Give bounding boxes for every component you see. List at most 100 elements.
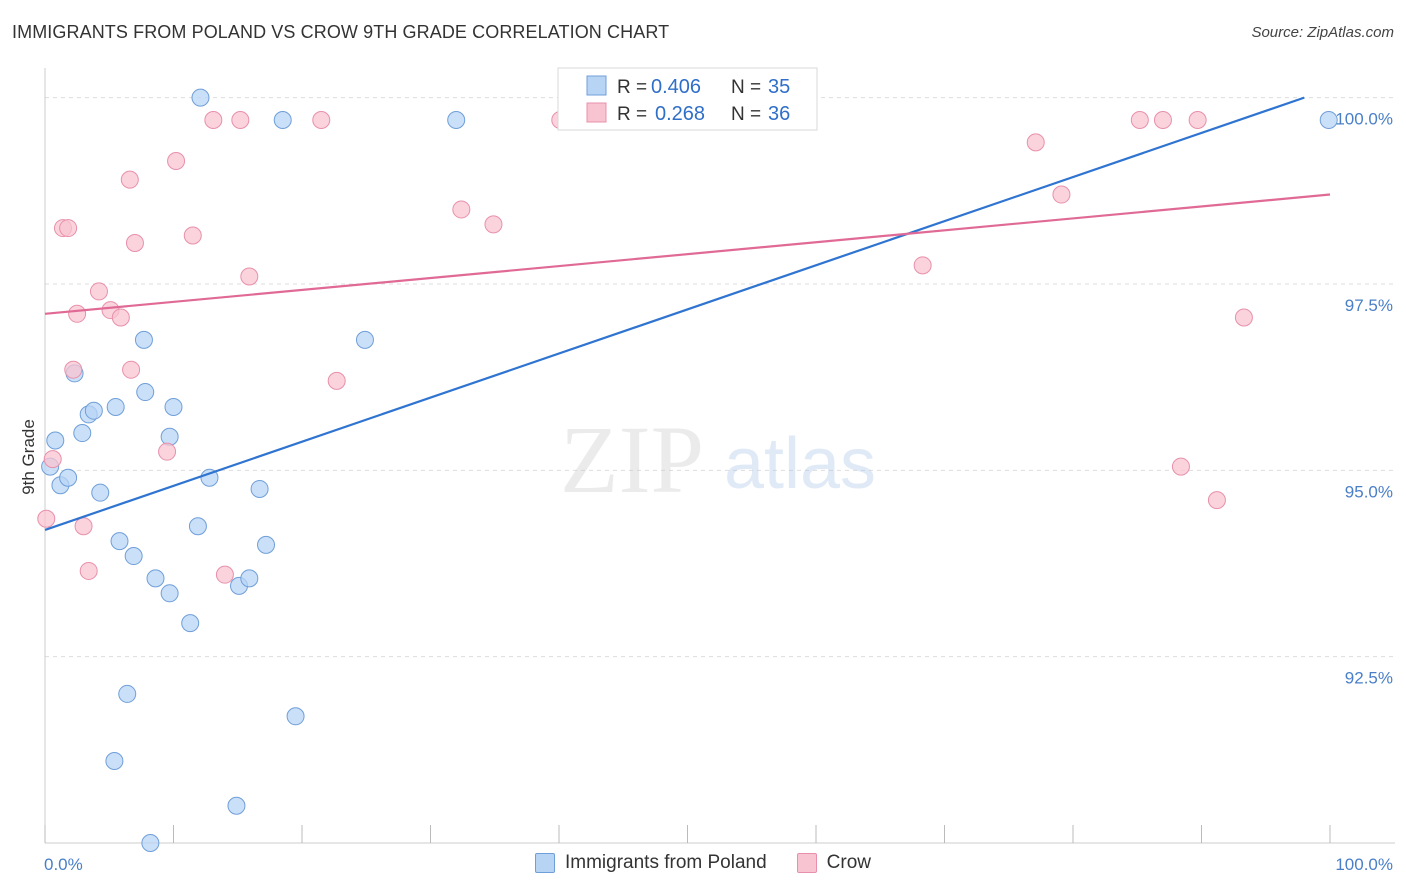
- data-point-crow: [312, 110, 331, 129]
- legend-n-label: N =: [731, 104, 761, 125]
- y-tick-label: 100.0%: [1335, 110, 1393, 129]
- data-point-poland: [105, 752, 124, 771]
- data-point-crow: [79, 561, 98, 580]
- legend-label-poland: Immigrants from Poland: [564, 852, 767, 873]
- data-point-crow: [327, 371, 346, 390]
- data-point-poland: [191, 88, 210, 107]
- source-label: Source: ZipAtlas.com: [1251, 24, 1394, 41]
- series-poland-points: [41, 88, 1338, 852]
- y-tick-label: 92.5%: [1345, 669, 1393, 688]
- trendlines: [44, 96, 1331, 531]
- watermark-atlas: atlas: [724, 424, 876, 504]
- data-point-crow: [37, 509, 56, 528]
- y-tick-label: 97.5%: [1345, 296, 1393, 315]
- data-point-poland: [134, 330, 153, 349]
- data-point-poland: [227, 796, 246, 815]
- data-point-crow: [1207, 491, 1226, 510]
- data-point-crow: [204, 110, 223, 129]
- data-point-poland: [164, 397, 183, 416]
- watermark: ZIP atlas: [560, 406, 876, 513]
- data-point-crow: [1171, 457, 1190, 476]
- trendline-poland: [44, 96, 1305, 531]
- data-point-poland: [146, 569, 165, 588]
- data-point-crow: [68, 304, 87, 323]
- data-point-poland: [141, 834, 160, 852]
- data-point-crow: [1026, 133, 1045, 152]
- trendline-crow: [44, 193, 1331, 315]
- axes: [44, 68, 1395, 844]
- legend-swatch-poland: [586, 75, 607, 96]
- data-point-crow: [183, 226, 202, 245]
- legend-label-crow: Crow: [826, 852, 872, 873]
- data-point-poland: [200, 468, 219, 487]
- data-point-poland: [286, 707, 305, 726]
- data-point-poland: [106, 397, 125, 416]
- data-point-crow: [167, 151, 186, 170]
- legend-r-value: 0.406: [651, 76, 701, 98]
- data-point-poland: [73, 424, 92, 443]
- legend-n-value: 36: [768, 103, 790, 125]
- legend-r-value: 0.268: [655, 103, 705, 125]
- data-point-crow: [913, 256, 932, 275]
- data-point-poland: [160, 584, 179, 603]
- data-point-crow: [1052, 185, 1071, 204]
- x-tick-label: 0.0%: [44, 855, 83, 874]
- y-axis-label: 9th Grade: [19, 419, 38, 495]
- x-tick-label: 100.0%: [1335, 855, 1393, 874]
- data-point-poland: [59, 468, 78, 487]
- watermark-zip: ZIP: [560, 406, 704, 513]
- data-point-poland: [124, 547, 143, 566]
- axis-labels: 92.5% 95.0% 97.5% 100.0% 0.0% 100.0% 9th Grade: [19, 110, 1393, 874]
- data-point-crow: [1234, 308, 1253, 327]
- data-point-poland: [110, 532, 129, 551]
- legend-item-poland[interactable]: Immigrants from Poland: [534, 852, 767, 874]
- legend-swatch-crow: [796, 853, 817, 873]
- stats-legend: R = 0.406 N = 35 R = 0.268 N = 36: [557, 67, 818, 131]
- data-point-crow: [74, 517, 93, 536]
- data-point-poland: [118, 684, 137, 703]
- legend-r-label: R =: [617, 104, 647, 125]
- data-point-poland: [447, 110, 466, 129]
- data-point-poland: [91, 483, 110, 502]
- data-point-crow: [111, 308, 130, 327]
- data-point-crow: [122, 360, 141, 379]
- data-point-poland: [1319, 110, 1338, 129]
- data-point-poland: [273, 110, 292, 129]
- legend-item-crow[interactable]: Crow: [796, 852, 872, 874]
- data-point-crow: [89, 282, 108, 301]
- data-point-poland: [188, 517, 207, 536]
- legend-r-label: R =: [617, 77, 647, 98]
- y-tick-label: 95.0%: [1345, 482, 1393, 501]
- data-point-poland: [257, 535, 276, 554]
- data-point-crow: [484, 215, 503, 234]
- data-point-crow: [59, 219, 78, 238]
- data-point-poland: [84, 401, 103, 420]
- data-point-crow: [158, 442, 177, 461]
- data-point-crow: [1188, 110, 1207, 129]
- data-point-crow: [1130, 110, 1149, 129]
- data-point-crow: [125, 233, 144, 252]
- data-point-crow: [231, 110, 250, 129]
- data-point-crow: [43, 450, 62, 469]
- data-point-crow: [64, 360, 83, 379]
- data-point-poland: [355, 330, 374, 349]
- data-point-poland: [250, 479, 269, 498]
- data-point-poland: [46, 431, 65, 450]
- legend-swatch-poland: [534, 853, 555, 873]
- data-point-crow: [240, 267, 259, 286]
- legend-swatch-crow: [586, 102, 607, 123]
- data-point-poland: [181, 614, 200, 633]
- data-point-crow: [1153, 110, 1172, 129]
- data-point-poland: [160, 427, 179, 446]
- legend-n-value: 35: [768, 76, 790, 98]
- chart-title: IMMIGRANTS FROM POLAND VS CROW 9TH GRADE…: [12, 22, 670, 42]
- series-crow-points: [37, 110, 1253, 584]
- data-point-poland: [240, 569, 259, 588]
- bottom-legend: Immigrants from Poland Crow: [0, 852, 1406, 874]
- data-point-crow: [452, 200, 471, 219]
- data-point-crow: [120, 170, 139, 189]
- legend-n-label: N =: [731, 77, 761, 98]
- data-point-crow: [215, 565, 234, 584]
- data-point-poland: [136, 383, 155, 402]
